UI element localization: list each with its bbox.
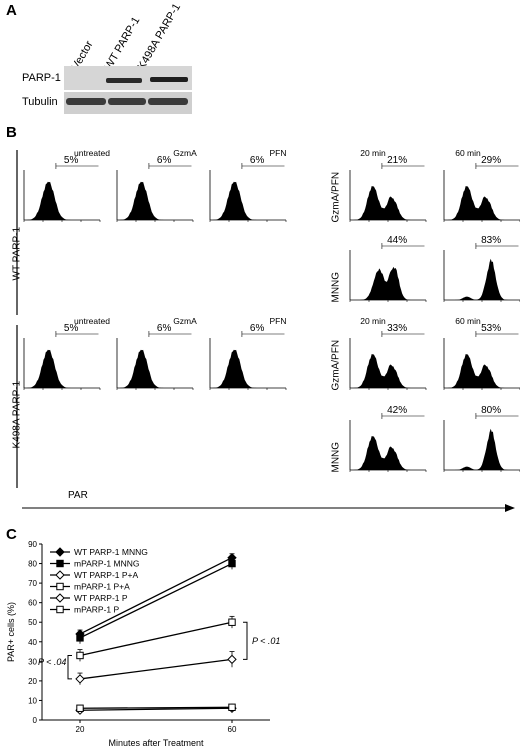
col-title-untreated-2: untreated	[74, 316, 110, 326]
col-title-gzma: GzmA	[173, 148, 197, 158]
data-point	[227, 654, 237, 665]
percent-label: 44%	[387, 235, 407, 246]
histogram-k498a-gzma: 6%	[116, 323, 194, 390]
percent-label: 6%	[250, 323, 265, 334]
percent-label: 33%	[387, 323, 407, 334]
treat-label-mnng-wt: MNNG	[330, 271, 342, 303]
par-axis-label: PAR	[68, 490, 88, 501]
percent-label: 29%	[481, 155, 501, 166]
panel-c-letter: C	[6, 526, 17, 543]
series-mparp-1-mnng	[76, 557, 236, 644]
lane-label-k498a: K498A PARP-1	[135, 1, 184, 73]
percent-label: 6%	[250, 155, 265, 166]
legend-entry: mPARP-1 P+A	[50, 582, 130, 592]
treat-label-mnng-k: MNNG	[330, 441, 342, 473]
x-tick-label: 20	[76, 725, 85, 734]
col-title-60min-2: 60 min	[455, 316, 481, 326]
line-chart: 0 10 20 30 40 50 60 70 80 90 20 60 Minutes after Tre…	[6, 540, 280, 748]
treat-label-gzmapfn-k: GzmA/PFN	[330, 339, 342, 391]
x-tick-label: 60	[228, 725, 237, 734]
legend-entry: mPARP-1 MNNG	[50, 559, 140, 569]
y-tick-label: 40	[28, 638, 37, 647]
histogram-k498a-m20: 42%	[349, 405, 427, 472]
svg-text:WT PARP-1 MNNG: WT PARP-1 MNNG	[74, 547, 148, 557]
y-tick-label: 90	[28, 540, 37, 549]
y-tick-label: 60	[28, 599, 37, 608]
p-value-label: P < .01	[252, 636, 280, 646]
percent-label: 83%	[481, 235, 501, 246]
col-title-pfn-2: PFN	[269, 316, 287, 326]
legend-entry: WT PARP-1 P	[50, 593, 128, 603]
western-blot	[64, 66, 192, 114]
histogram-k498a-pfn: 6%	[209, 323, 287, 390]
svg-text:mPARP-1 P+A: mPARP-1 P+A	[74, 582, 130, 592]
percent-label: 5%	[64, 155, 79, 166]
data-point	[75, 674, 85, 684]
y-axis-label: PAR+ cells (%)	[6, 602, 16, 662]
histogram-wt-untreated: 5%	[23, 155, 101, 222]
col-title-pfn: PFN	[269, 148, 287, 158]
col-title-60min: 60 min	[455, 148, 481, 158]
series-mparp-1-p-a	[76, 615, 236, 662]
legend-entry: mPARP-1 P	[50, 605, 120, 615]
significance-bracket: P < .04	[38, 654, 72, 680]
x-axis-label: Minutes after Treatment	[108, 738, 204, 748]
treat-label-gzmapfn-wt: GzmA/PFN	[330, 171, 342, 223]
svg-text:WT PARP-1 P+A: WT PARP-1 P+A	[74, 570, 138, 580]
y-tick-label: 30	[28, 657, 37, 666]
percent-label: 53%	[481, 323, 501, 334]
histogram-wt-m20: 44%	[349, 235, 427, 302]
data-point	[228, 703, 236, 711]
percent-label: 80%	[481, 405, 501, 416]
series-mparp-1-p	[76, 703, 236, 712]
histogram-wt-gp60: 29%	[443, 155, 520, 222]
col-title-20min: 20 min	[360, 148, 386, 158]
y-tick-label: 0	[33, 716, 38, 725]
series-wt-parp-1-p	[75, 703, 237, 715]
data-point	[76, 704, 84, 712]
panel-a-letter: A	[6, 2, 17, 19]
percent-label: 21%	[387, 155, 407, 166]
y-tick-label: 50	[28, 618, 37, 627]
data-point	[228, 559, 236, 568]
percent-label: 5%	[64, 323, 79, 334]
col-title-20min-2: 20 min	[360, 316, 386, 326]
significance-bracket: P < .01	[243, 621, 280, 660]
panel-b-letter: B	[6, 124, 17, 141]
percent-label: 6%	[157, 323, 172, 334]
series-wt-parp-1-p-a	[75, 651, 237, 685]
data-point	[76, 651, 84, 660]
histogram-wt-m60: 83%	[443, 235, 520, 302]
blot-row-parp1: PARP-1	[22, 72, 61, 84]
p-value-label: P < .04	[38, 657, 66, 667]
percent-label: 6%	[157, 155, 172, 166]
histogram-k498a-gp60: 53%	[443, 323, 520, 390]
y-tick-label: 10	[28, 696, 37, 705]
data-point	[76, 634, 84, 642]
histogram-wt-gp20: 21%	[349, 155, 427, 222]
blot-row-tubulin: Tubulin	[22, 96, 58, 108]
histogram-wt-gzma: 6%	[116, 155, 194, 222]
col-title-gzma-2: GzmA	[173, 316, 197, 326]
data-point	[228, 618, 236, 626]
histogram-wt-pfn: 6%	[209, 155, 287, 222]
y-tick-label: 20	[28, 677, 37, 686]
svg-text:mPARP-1 P: mPARP-1 P	[74, 605, 120, 615]
histogram-k498a-m60: 80%	[443, 405, 520, 472]
histogram-k498a-gp20: 33%	[349, 323, 427, 390]
histogram-grid: 5% 6% 6% 21% 29% 44% 83% 5% 6% 6% 33% 53% 42% 80%	[16, 150, 520, 512]
legend-entry: WT PARP-1 MNNG	[50, 547, 148, 557]
percent-label: 42%	[387, 405, 407, 416]
svg-text:WT PARP-1 P: WT PARP-1 P	[74, 593, 128, 603]
histogram-k498a-untreated: 5%	[23, 323, 101, 390]
legend-entry: WT PARP-1 P+A	[50, 570, 138, 580]
y-tick-label: 80	[28, 560, 37, 569]
y-tick-label: 70	[28, 579, 37, 588]
col-title-untreated: untreated	[74, 148, 110, 158]
svg-text:mPARP-1 MNNG: mPARP-1 MNNG	[74, 559, 140, 569]
